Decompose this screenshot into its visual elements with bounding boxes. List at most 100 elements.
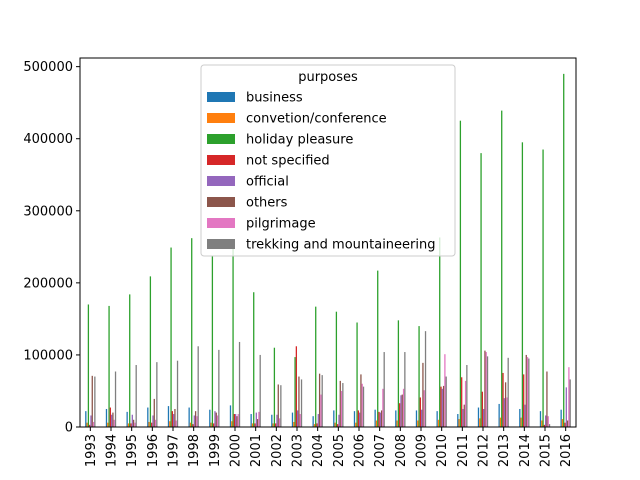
bar-not-specified-2002: [275, 423, 277, 427]
x-tick-label: 1993: [84, 434, 99, 467]
bar-pilgrimage-2009: [423, 390, 425, 427]
bar-trekking-and-mountaineering-2003: [300, 379, 303, 427]
bar-convetion-conference-1996: [148, 421, 150, 427]
bar-business-2016: [560, 409, 562, 427]
y-tick-label: 0: [65, 421, 73, 436]
legend-swatch: [207, 239, 235, 249]
legend-swatch: [207, 113, 235, 123]
bar-business-2009: [415, 410, 418, 427]
legend-swatch: [207, 197, 235, 207]
x-tick-label: 1999: [208, 434, 223, 467]
x-tick-label: 2011: [456, 434, 471, 467]
bar-trekking-and-mountaineering-2000: [238, 341, 241, 427]
axes-group: [79, 57, 577, 428]
plot-frame: [79, 57, 577, 428]
bar-holiday-pleasure-1997: [170, 247, 172, 427]
bar-holiday-pleasure-1994: [108, 305, 110, 427]
bar-others-2011: [463, 404, 465, 427]
bar-holiday-pleasure-2011: [459, 120, 462, 427]
bar-convetion-conference-2014: [520, 417, 522, 427]
bar-convetion-conference-1998: [189, 422, 192, 427]
bar-business-2005: [333, 410, 335, 427]
bar-business-2001: [250, 414, 252, 427]
bar-others-1993: [91, 375, 93, 427]
bar-not-specified-2008: [399, 403, 401, 427]
x-tick-label: 2010: [435, 434, 450, 467]
bar-business-2012: [477, 407, 480, 427]
x-tick-label: 2016: [559, 434, 574, 467]
bar-convetion-conference-2005: [334, 422, 336, 427]
bar-others-1996: [153, 398, 155, 427]
bar-not-specified-2003: [295, 346, 297, 427]
legend-frame: [200, 64, 456, 257]
bar-trekking-and-mountaineering-2008: [404, 352, 406, 427]
bar-holiday-pleasure-2012: [480, 153, 482, 427]
bar-convetion-conference-2008: [396, 420, 398, 427]
bar-others-2005: [339, 380, 341, 428]
bar-holiday-pleasure-2013: [501, 110, 503, 428]
legend-swatch: [207, 218, 235, 228]
bar-trekking-and-mountaineering-2002: [280, 385, 282, 427]
bars-group: [85, 73, 571, 428]
bar-business-1999: [209, 409, 211, 427]
bar-convetion-conference-2010: [437, 419, 440, 427]
bar-trekking-and-mountaineering-2016: [569, 379, 571, 427]
bar-convetion-conference-2002: [272, 423, 274, 427]
bar-holiday-pleasure-1998: [191, 238, 193, 427]
bar-others-1997: [174, 408, 176, 427]
x-tick-label: 2001: [249, 434, 264, 467]
bar-pilgrimage-2003: [299, 414, 301, 427]
bar-business-1995: [126, 411, 128, 427]
bar-pilgrimage-2006: [361, 383, 363, 427]
bar-business-1994: [105, 408, 108, 427]
bar-pilgrimage-1994: [113, 419, 115, 427]
bar-not-specified-1998: [192, 424, 194, 427]
bar-official-2013: [503, 398, 505, 427]
bar-holiday-pleasure-2002: [273, 347, 276, 427]
bar-business-1997: [167, 406, 170, 427]
bar-holiday-pleasure-1993: [87, 304, 90, 427]
legend-items: business convetion/conference holiday plea…: [207, 91, 436, 253]
bar-holiday-pleasure-2003: [294, 357, 296, 427]
bar-convetion-conference-1999: [210, 422, 212, 427]
bar-official-2016: [565, 387, 567, 427]
bar-business-2007: [374, 409, 376, 427]
legend: purposes business convetion/conference hol…: [200, 64, 456, 257]
bar-pilgrimage-2002: [278, 418, 281, 427]
bar-holiday-pleasure-2000: [232, 243, 234, 427]
bar-holiday-pleasure-2014: [521, 142, 524, 427]
bar-official-2015: [545, 415, 547, 427]
bar-trekking-and-mountaineering-2004: [321, 375, 323, 427]
legend-label: holiday pleasure: [246, 133, 353, 148]
bar-official-2003: [297, 410, 299, 427]
bar-not-specified-2013: [502, 372, 504, 427]
bar-business-2015: [539, 411, 542, 427]
bar-holiday-pleasure-1995: [129, 294, 131, 427]
bar-official-2005: [338, 414, 340, 427]
bar-not-specified-2007: [378, 411, 380, 427]
bar-trekking-and-mountaineering-2012: [486, 356, 489, 427]
x-tick-label: 1996: [146, 434, 161, 467]
bar-others-1999: [215, 412, 217, 427]
bar-pilgrimage-2000: [237, 414, 239, 427]
ticks-group: 0 100000 200000 300000 400000 500000 1993 1994 1…: [23, 60, 574, 467]
bar-pilgrimage-2015: [547, 416, 549, 427]
bar-official-2004: [317, 414, 319, 427]
bar-holiday-pleasure-2010: [439, 237, 441, 427]
bar-official-2000: [235, 414, 237, 427]
bar-pilgrimage-2012: [485, 352, 487, 427]
legend-label: business: [246, 91, 303, 106]
bar-business-1996: [147, 407, 149, 427]
bar-convetion-conference-1993: [86, 422, 88, 427]
bar-pilgrimage-1999: [216, 415, 219, 427]
bar-not-specified-1995: [130, 423, 132, 427]
bar-business-2010: [436, 411, 438, 427]
bar-business-2008: [395, 410, 397, 427]
bar-official-2002: [276, 414, 278, 427]
bar-others-2014: [525, 354, 527, 427]
bar-not-specified-2000: [233, 414, 235, 427]
y-tick-label: 400000: [23, 132, 73, 147]
bar-pilgrimage-2008: [402, 388, 405, 427]
bar-not-specified-2009: [419, 397, 421, 427]
bar-holiday-pleasure-2006: [356, 322, 358, 427]
